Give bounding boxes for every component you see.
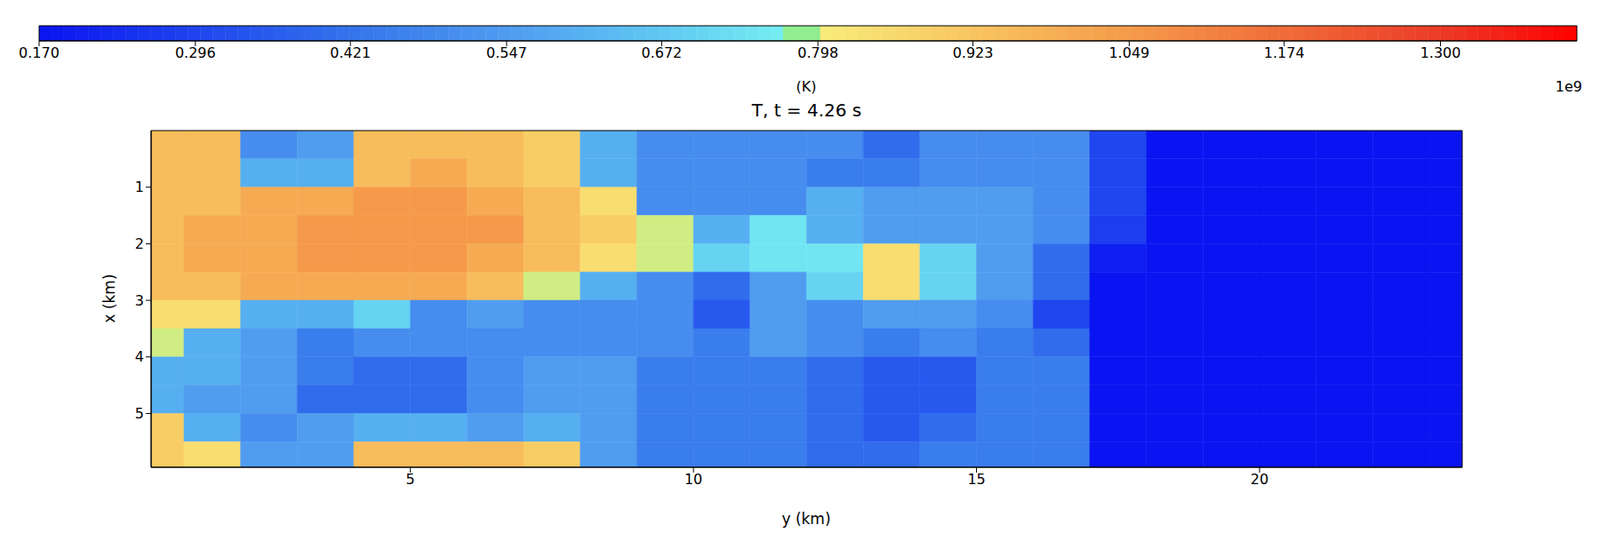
svg-text:20: 20 [1250,471,1269,488]
svg-text:5: 5 [406,471,416,488]
html-text:T, t = 4.26 s: T, t = 4.26 s [751,99,862,121]
svg-text:0.798: 0.798 [797,44,839,62]
svg-text:0.547: 0.547 [486,44,528,62]
svg-text:0.672: 0.672 [640,44,682,62]
svg-text:10: 10 [684,471,703,488]
svg-text:2: 2 [135,235,144,253]
svg-text:4: 4 [135,348,144,366]
html-text:y (km): y (km) [781,510,831,528]
html-text:(K): (K) [796,78,817,96]
svg-text:15: 15 [967,471,985,488]
svg-text:5: 5 [135,405,144,423]
svg-text:3: 3 [135,292,144,310]
svg-text:1: 1 [135,178,144,196]
svg-text:1.300: 1.300 [1420,44,1462,62]
svg-text:1.174: 1.174 [1264,44,1305,62]
svg-text:0.296: 0.296 [175,44,216,62]
html-text:1e9: 1e9 [1555,78,1583,96]
html-text:x (km): x (km) [100,274,119,324]
svg-text:0.170: 0.170 [18,44,60,62]
svg-text:0.421: 0.421 [329,44,371,62]
svg-text:0.923: 0.923 [952,44,994,62]
svg-text:1.049: 1.049 [1108,44,1150,62]
